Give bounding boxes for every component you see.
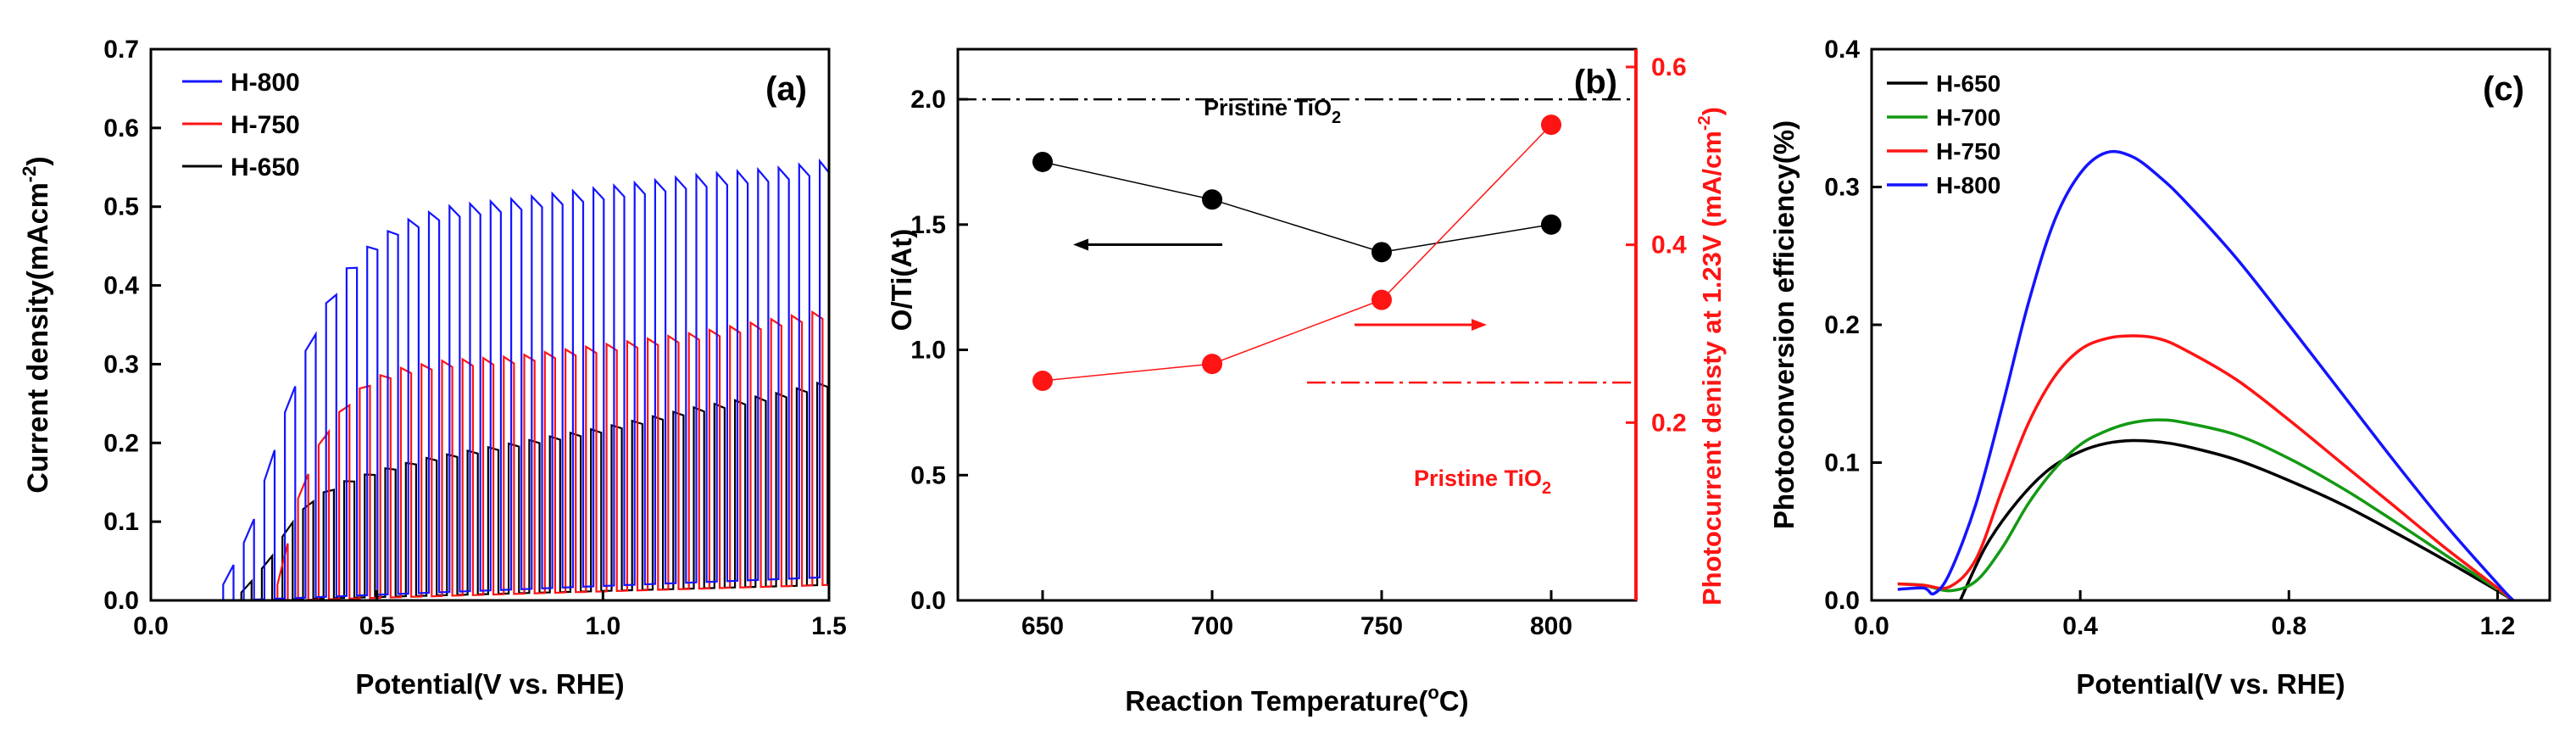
data-point-o-ti-750 [1371, 242, 1392, 263]
panel-b-y-right-tick-label-0-2: 0.2 [1651, 409, 1687, 437]
data-point-photocurrent-density-650 [1032, 371, 1053, 392]
panel-b-y-left-tick-label-1-0: 1.0 [910, 337, 946, 365]
panel-a-y-tick-label-0-0: 0.0 [103, 587, 139, 615]
panel-b-x-tick-label-650: 650 [1021, 612, 1064, 640]
panel-c-x-ticks: 0.0 0.4 0.8 1.2 [1854, 590, 2515, 640]
panel-b-y-left-tick-label-1-5: 1.5 [910, 211, 946, 239]
panel-b-y-left-tick-label-2-0: 2.0 [910, 86, 946, 114]
panel-a-label: (a) [765, 70, 807, 108]
panel-c: 0.0 0.4 0.8 1.2 0.0 0.1 0.2 0.3 0.4 Potential(V… [1768, 36, 2551, 700]
panel-a-x-axis-label: Potential(V vs. RHE) [355, 668, 624, 700]
panel-a-x-tick-label-0-0: 0.0 [133, 612, 169, 640]
panel-b-right-y-axis-label: Photocurrent denisty at 1.23V (mA/cm-2) [1695, 107, 1727, 605]
panel-c-plot-lines [1897, 149, 2515, 602]
panel-a-plot-frame [149, 47, 831, 602]
panel-c-legend: H-650 H-700 H-750 H-800 [1887, 70, 2000, 198]
panel-b-arrows [1073, 238, 1487, 331]
panel-c-y-ticks: 0.0 0.1 0.2 0.3 0.4 [1824, 36, 1882, 615]
panel-b-left-y-axis-label: O/Ti(At) [886, 229, 917, 331]
panel-b-x-tick-label-750: 750 [1360, 612, 1403, 640]
panel-c-y-axis-label: Photoconversion efficiency(%) [1768, 120, 1800, 529]
data-point-o-ti-700 [1202, 189, 1222, 210]
panel-c-x-tick-label-0-8: 0.8 [2271, 612, 2306, 640]
panel-b-ref-label-black: Pristine TiO2 [1204, 95, 1341, 127]
arrow-head-1 [1073, 238, 1088, 251]
panel-a-y-axis-label: Current density(mAcm-2) [19, 156, 54, 493]
series-line-h-800 [222, 158, 830, 602]
panel-c-label: (c) [2483, 70, 2524, 108]
panel-a-y-ticks: 0.0 0.1 0.2 0.3 0.4 0.5 0.6 0.7 [103, 36, 161, 615]
panel-a-y-tick-label-0-7: 0.7 [103, 36, 139, 64]
panel-c-x-tick-label-0-0: 0.0 [1854, 612, 1889, 640]
series-line-o-ti [1042, 161, 1552, 254]
panel-a-y-tick-label-0-6: 0.6 [103, 114, 139, 142]
panel-b: 650 700 750 800 0.0 0.5 1.0 1.5 2.0 0.2 0.4 0.6 R… [886, 47, 1727, 717]
panel-c-plot-frame [1870, 47, 2551, 602]
legend-label-h800: H-800 [1936, 172, 2000, 198]
series-line-h-800 [1897, 149, 2515, 602]
panel-b-y-right-tick-label-0-4: 0.4 [1651, 232, 1687, 259]
panel-b-ref-label-red: Pristine TiO2 [1414, 466, 1551, 498]
panel-b-series [1032, 114, 1561, 392]
panel-b-left-y-ticks: 0.0 0.5 1.0 1.5 2.0 [910, 86, 968, 615]
panel-b-label: (b) [1574, 64, 1617, 101]
panel-c-y-tick-label-0-3: 0.3 [1824, 174, 1860, 202]
panel-c-y-tick-label-0-4: 0.4 [1824, 36, 1860, 64]
panel-a-plot-lines [222, 158, 830, 602]
panel-a-x-ticks: 0.0 0.5 1.0 1.5 [133, 590, 847, 640]
series-line-h-750 [276, 310, 830, 602]
legend-label-h750: H-750 [1936, 138, 2000, 165]
panel-b-reference-lines [958, 98, 1636, 384]
panel-b-x-tick-label-700: 700 [1191, 612, 1233, 640]
legend-label-h700: H-700 [1936, 104, 2000, 131]
panel-a-y-tick-label-0-1: 0.1 [103, 508, 139, 536]
panel-a-y-tick-label-0-2: 0.2 [103, 429, 139, 457]
panel-c-y-tick-label-0-1: 0.1 [1824, 449, 1860, 477]
data-point-photocurrent-density-700 [1202, 354, 1222, 375]
arrow-head-2 [1472, 319, 1487, 331]
data-point-photocurrent-density-750 [1371, 289, 1392, 310]
panel-b-x-ticks: 650 700 750 800 [1021, 590, 1572, 640]
data-point-photocurrent-density-800 [1541, 114, 1561, 136]
series-line-h-700 [1897, 418, 2514, 602]
panel-a-x-tick-label-1-0: 1.0 [585, 612, 620, 640]
series-line-h-750 [1897, 334, 2514, 602]
panel-c-y-tick-label-0-2: 0.2 [1824, 311, 1860, 339]
series-line-photocurrent-density [1042, 124, 1552, 382]
panel-a-y-tick-label-0-5: 0.5 [103, 193, 139, 221]
data-point-o-ti-800 [1541, 214, 1561, 235]
panel-a-y-tick-label-0-4: 0.4 [103, 272, 139, 300]
legend-label-h800: H-800 [231, 69, 300, 97]
panel-a-x-tick-label-1-5: 1.5 [811, 612, 847, 640]
panel-a: 0.0 0.5 1.0 1.5 0.0 0.1 0.2 0.3 0.4 0.5 0.6 0.7 Po… [19, 36, 847, 700]
panel-b-plot-frame [956, 47, 1638, 602]
panel-b-y-right-tick-label-0-6: 0.6 [1651, 53, 1687, 81]
panel-a-x-tick-label-0-5: 0.5 [359, 612, 395, 640]
series-line-h-650 [1959, 438, 2514, 602]
panel-a-y-tick-label-0-3: 0.3 [103, 350, 139, 378]
panel-b-y-left-tick-label-0-5: 0.5 [910, 461, 946, 489]
data-point-o-ti-650 [1032, 151, 1053, 172]
legend-label-h650: H-650 [1936, 70, 2000, 97]
panel-b-y-left-tick-label-0-0: 0.0 [910, 587, 946, 615]
panel-c-x-tick-label-1-2: 1.2 [2480, 612, 2516, 640]
panel-c-x-axis-label: Potential(V vs. RHE) [2076, 668, 2345, 700]
panel-c-x-tick-label-0-4: 0.4 [2062, 612, 2098, 640]
panel-c-y-tick-label-0-0: 0.0 [1824, 587, 1860, 615]
panel-b-x-tick-label-800: 800 [1530, 612, 1572, 640]
legend-label-h650: H-650 [231, 153, 300, 181]
legend-label-h750: H-750 [231, 111, 300, 139]
panel-b-right-y-ticks: 0.2 0.4 0.6 [1626, 53, 1687, 437]
panel-b-x-axis-label: Reaction Temperature(oC) [1125, 682, 1468, 717]
panel-a-legend: H-800 H-750 H-650 [182, 69, 300, 181]
